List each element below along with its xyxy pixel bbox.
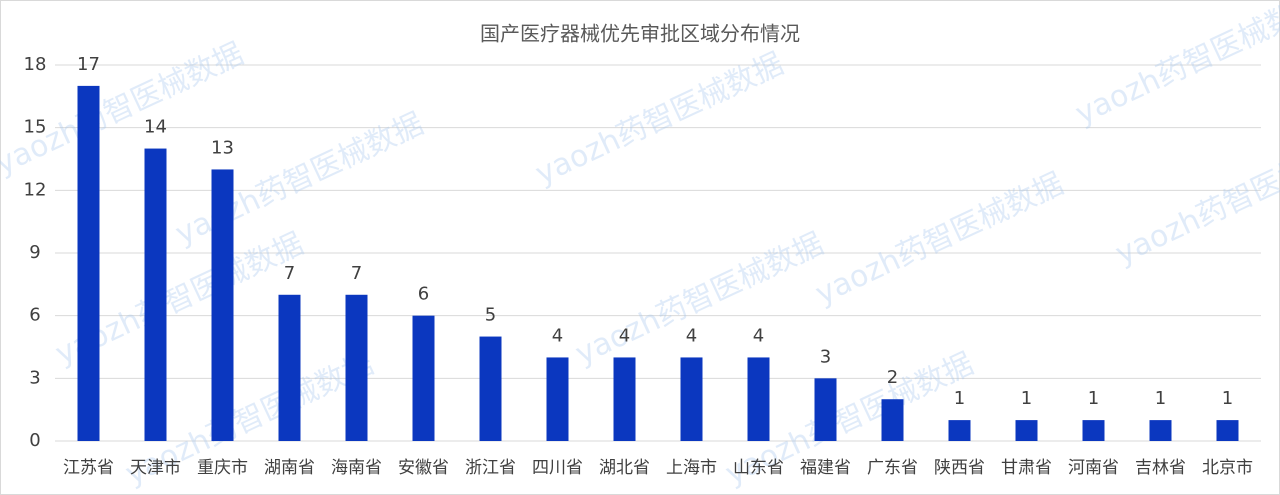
data-label: 5 <box>485 305 496 326</box>
data-label: 1 <box>1088 388 1099 409</box>
y-tick-label: 9 <box>29 242 40 263</box>
x-tick-label: 上海市 <box>666 458 717 478</box>
y-tick-label: 0 <box>29 430 40 451</box>
chart-title: 国产医疗器械优先审批区域分布情况 <box>480 22 800 46</box>
x-tick-label: 四川省 <box>532 458 583 478</box>
data-label: 6 <box>418 284 429 305</box>
y-tick-label: 18 <box>24 54 47 75</box>
data-label: 4 <box>552 325 563 346</box>
bar <box>1149 420 1172 441</box>
x-tick-label: 广东省 <box>867 458 918 478</box>
data-label: 1 <box>1155 388 1166 409</box>
x-tick-label: 河南省 <box>1068 458 1119 478</box>
data-label: 7 <box>351 263 362 284</box>
bar <box>412 315 435 441</box>
bar <box>1015 420 1038 441</box>
bar <box>1216 420 1239 441</box>
data-label: 7 <box>284 263 295 284</box>
bar <box>680 357 703 441</box>
x-tick-label: 安徽省 <box>398 458 449 478</box>
data-label: 4 <box>753 325 764 346</box>
bar <box>77 85 100 441</box>
data-label: 4 <box>619 325 630 346</box>
x-tick-label: 重庆市 <box>197 458 248 478</box>
data-label: 13 <box>211 137 234 158</box>
y-tick-label: 12 <box>24 179 47 200</box>
bar <box>546 357 569 441</box>
data-label: 1 <box>1021 388 1032 409</box>
x-tick-label: 湖北省 <box>599 458 650 478</box>
x-tick-label: 天津市 <box>130 458 181 478</box>
x-tick-label: 吉林省 <box>1135 458 1186 478</box>
x-tick-label: 陕西省 <box>934 458 985 478</box>
data-label: 17 <box>77 54 100 75</box>
bar <box>479 336 502 441</box>
x-tick-label: 山东省 <box>733 458 784 478</box>
data-label: 3 <box>820 346 831 367</box>
x-tick-label: 甘肃省 <box>1001 458 1052 478</box>
x-tick-label: 海南省 <box>331 458 382 478</box>
y-tick-label: 6 <box>29 305 40 326</box>
bar <box>1082 420 1105 441</box>
bar <box>613 357 636 441</box>
data-label: 1 <box>954 388 965 409</box>
bar <box>144 148 167 442</box>
bar <box>814 378 837 441</box>
bar <box>211 169 234 441</box>
x-tick-label: 福建省 <box>800 458 851 478</box>
bar <box>948 420 971 441</box>
bar <box>881 399 904 441</box>
y-tick-label: 3 <box>29 367 40 388</box>
bar <box>747 357 770 441</box>
data-label: 4 <box>686 325 697 346</box>
x-tick-label: 浙江省 <box>465 458 516 478</box>
data-label: 14 <box>144 117 167 138</box>
data-label: 1 <box>1222 388 1233 409</box>
x-tick-label: 湖南省 <box>264 458 315 478</box>
x-tick-label: 北京市 <box>1202 458 1253 478</box>
bar <box>278 294 301 441</box>
y-tick-label: 15 <box>24 117 47 138</box>
bar <box>345 294 368 441</box>
x-tick-label: 江苏省 <box>63 458 114 478</box>
data-label: 2 <box>887 367 898 388</box>
